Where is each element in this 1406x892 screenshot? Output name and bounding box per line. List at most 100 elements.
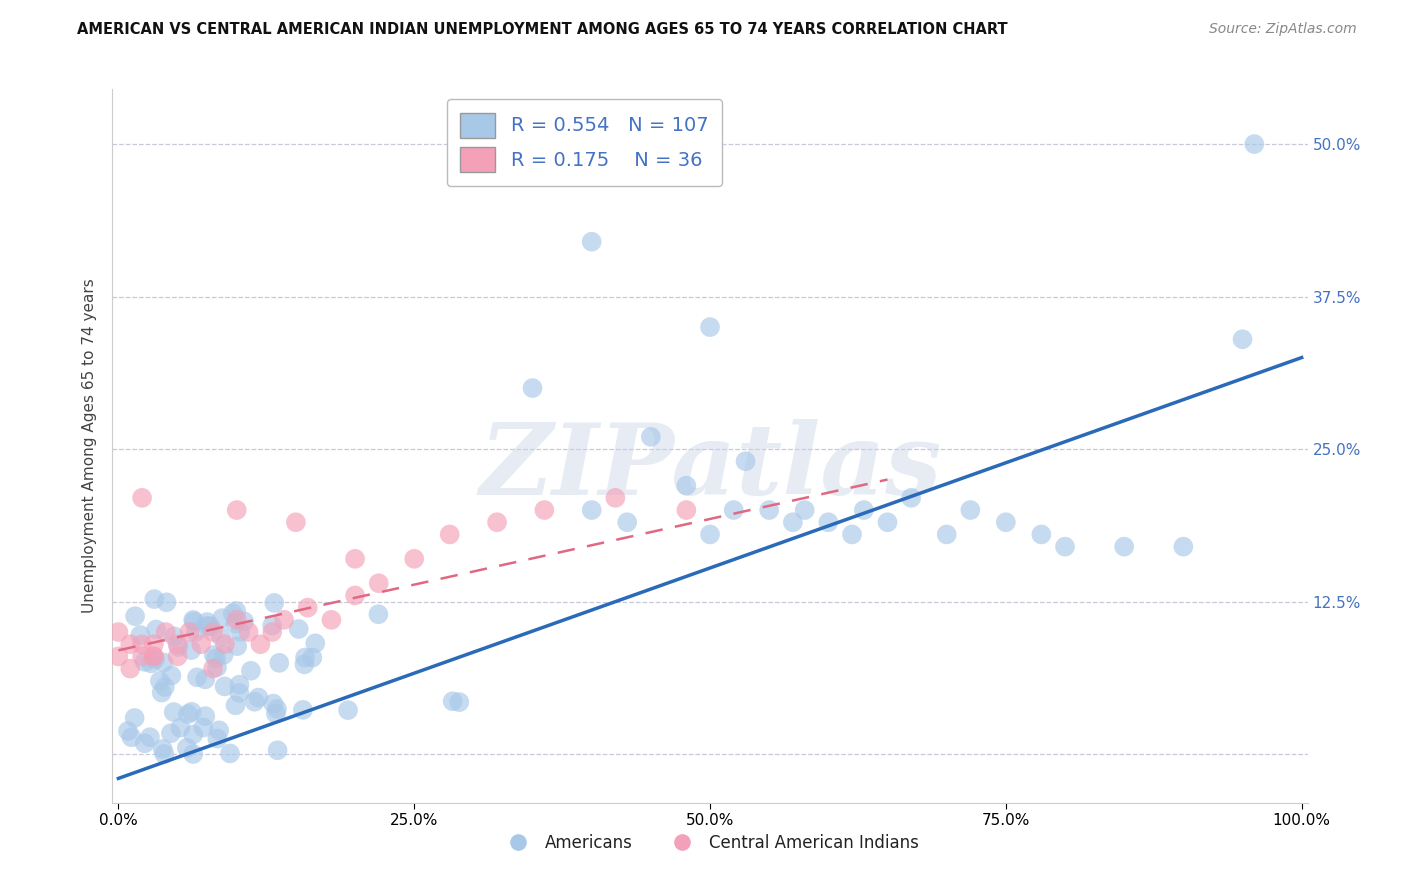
Point — [121, 731, 143, 745]
Point — [145, 623, 167, 637]
Point — [935, 527, 957, 541]
Point — [139, 657, 162, 671]
Point — [239, 664, 262, 678]
Point — [163, 629, 186, 643]
Point — [107, 625, 129, 640]
Point — [699, 320, 721, 334]
Point — [817, 515, 839, 529]
Point — [959, 503, 981, 517]
Point — [266, 702, 288, 716]
Point — [226, 639, 249, 653]
Point — [124, 609, 146, 624]
Point — [219, 747, 242, 761]
Point — [994, 515, 1017, 529]
Point — [1243, 137, 1265, 152]
Point — [581, 503, 603, 517]
Point — [166, 637, 188, 651]
Point — [758, 503, 780, 517]
Point — [640, 430, 662, 444]
Point — [195, 615, 218, 629]
Point — [214, 680, 236, 694]
Point — [533, 503, 555, 517]
Point — [243, 695, 266, 709]
Point — [238, 625, 260, 640]
Point — [169, 721, 191, 735]
Y-axis label: Unemployment Among Ages 65 to 74 years: Unemployment Among Ages 65 to 74 years — [82, 278, 97, 614]
Point — [131, 637, 153, 651]
Point — [208, 723, 231, 738]
Point — [1232, 332, 1254, 346]
Point — [367, 576, 389, 591]
Point — [344, 589, 367, 603]
Point — [876, 515, 898, 529]
Point — [522, 381, 544, 395]
Point — [297, 600, 319, 615]
Point — [449, 695, 471, 709]
Point — [181, 747, 204, 761]
Point — [205, 660, 228, 674]
Point — [180, 705, 202, 719]
Point — [852, 503, 875, 517]
Point — [1173, 540, 1195, 554]
Point — [155, 625, 177, 640]
Point — [117, 724, 139, 739]
Point — [179, 625, 201, 640]
Point — [605, 491, 627, 505]
Point — [249, 637, 271, 651]
Point — [142, 649, 165, 664]
Point — [441, 694, 464, 708]
Point — [180, 643, 202, 657]
Point — [181, 727, 204, 741]
Point — [841, 527, 863, 541]
Point — [294, 650, 316, 665]
Point — [134, 655, 156, 669]
Point — [190, 637, 212, 651]
Point — [152, 656, 174, 670]
Point — [150, 685, 173, 699]
Point — [186, 670, 208, 684]
Point — [581, 235, 603, 249]
Point — [181, 613, 204, 627]
Point — [287, 622, 309, 636]
Point — [439, 527, 461, 541]
Point — [142, 637, 165, 651]
Point — [143, 592, 166, 607]
Point — [155, 595, 177, 609]
Point — [177, 707, 200, 722]
Point — [1031, 527, 1053, 541]
Point — [194, 673, 217, 687]
Point — [205, 651, 228, 665]
Point — [262, 697, 284, 711]
Point — [200, 619, 222, 633]
Point — [202, 625, 225, 640]
Point — [616, 515, 638, 529]
Point — [266, 743, 288, 757]
Point — [225, 613, 247, 627]
Point — [273, 613, 295, 627]
Point — [291, 703, 314, 717]
Point — [193, 721, 215, 735]
Text: AMERICAN VS CENTRAL AMERICAN INDIAN UNEMPLOYMENT AMONG AGES 65 TO 74 YEARS CORRE: AMERICAN VS CENTRAL AMERICAN INDIAN UNEM… — [77, 22, 1008, 37]
Point — [264, 706, 287, 721]
Point — [202, 662, 225, 676]
Point — [262, 618, 284, 632]
Point — [404, 551, 426, 566]
Point — [160, 726, 183, 740]
Point — [120, 662, 142, 676]
Point — [194, 709, 217, 723]
Point — [153, 680, 176, 694]
Point — [247, 690, 270, 705]
Point — [699, 527, 721, 541]
Point — [224, 616, 246, 631]
Point — [142, 649, 165, 664]
Point — [723, 503, 745, 517]
Point — [1114, 540, 1136, 554]
Point — [139, 730, 162, 744]
Point — [228, 678, 250, 692]
Point — [675, 478, 697, 492]
Point — [195, 619, 218, 633]
Point — [225, 604, 247, 618]
Point — [222, 607, 245, 621]
Point — [120, 637, 142, 651]
Point — [269, 656, 291, 670]
